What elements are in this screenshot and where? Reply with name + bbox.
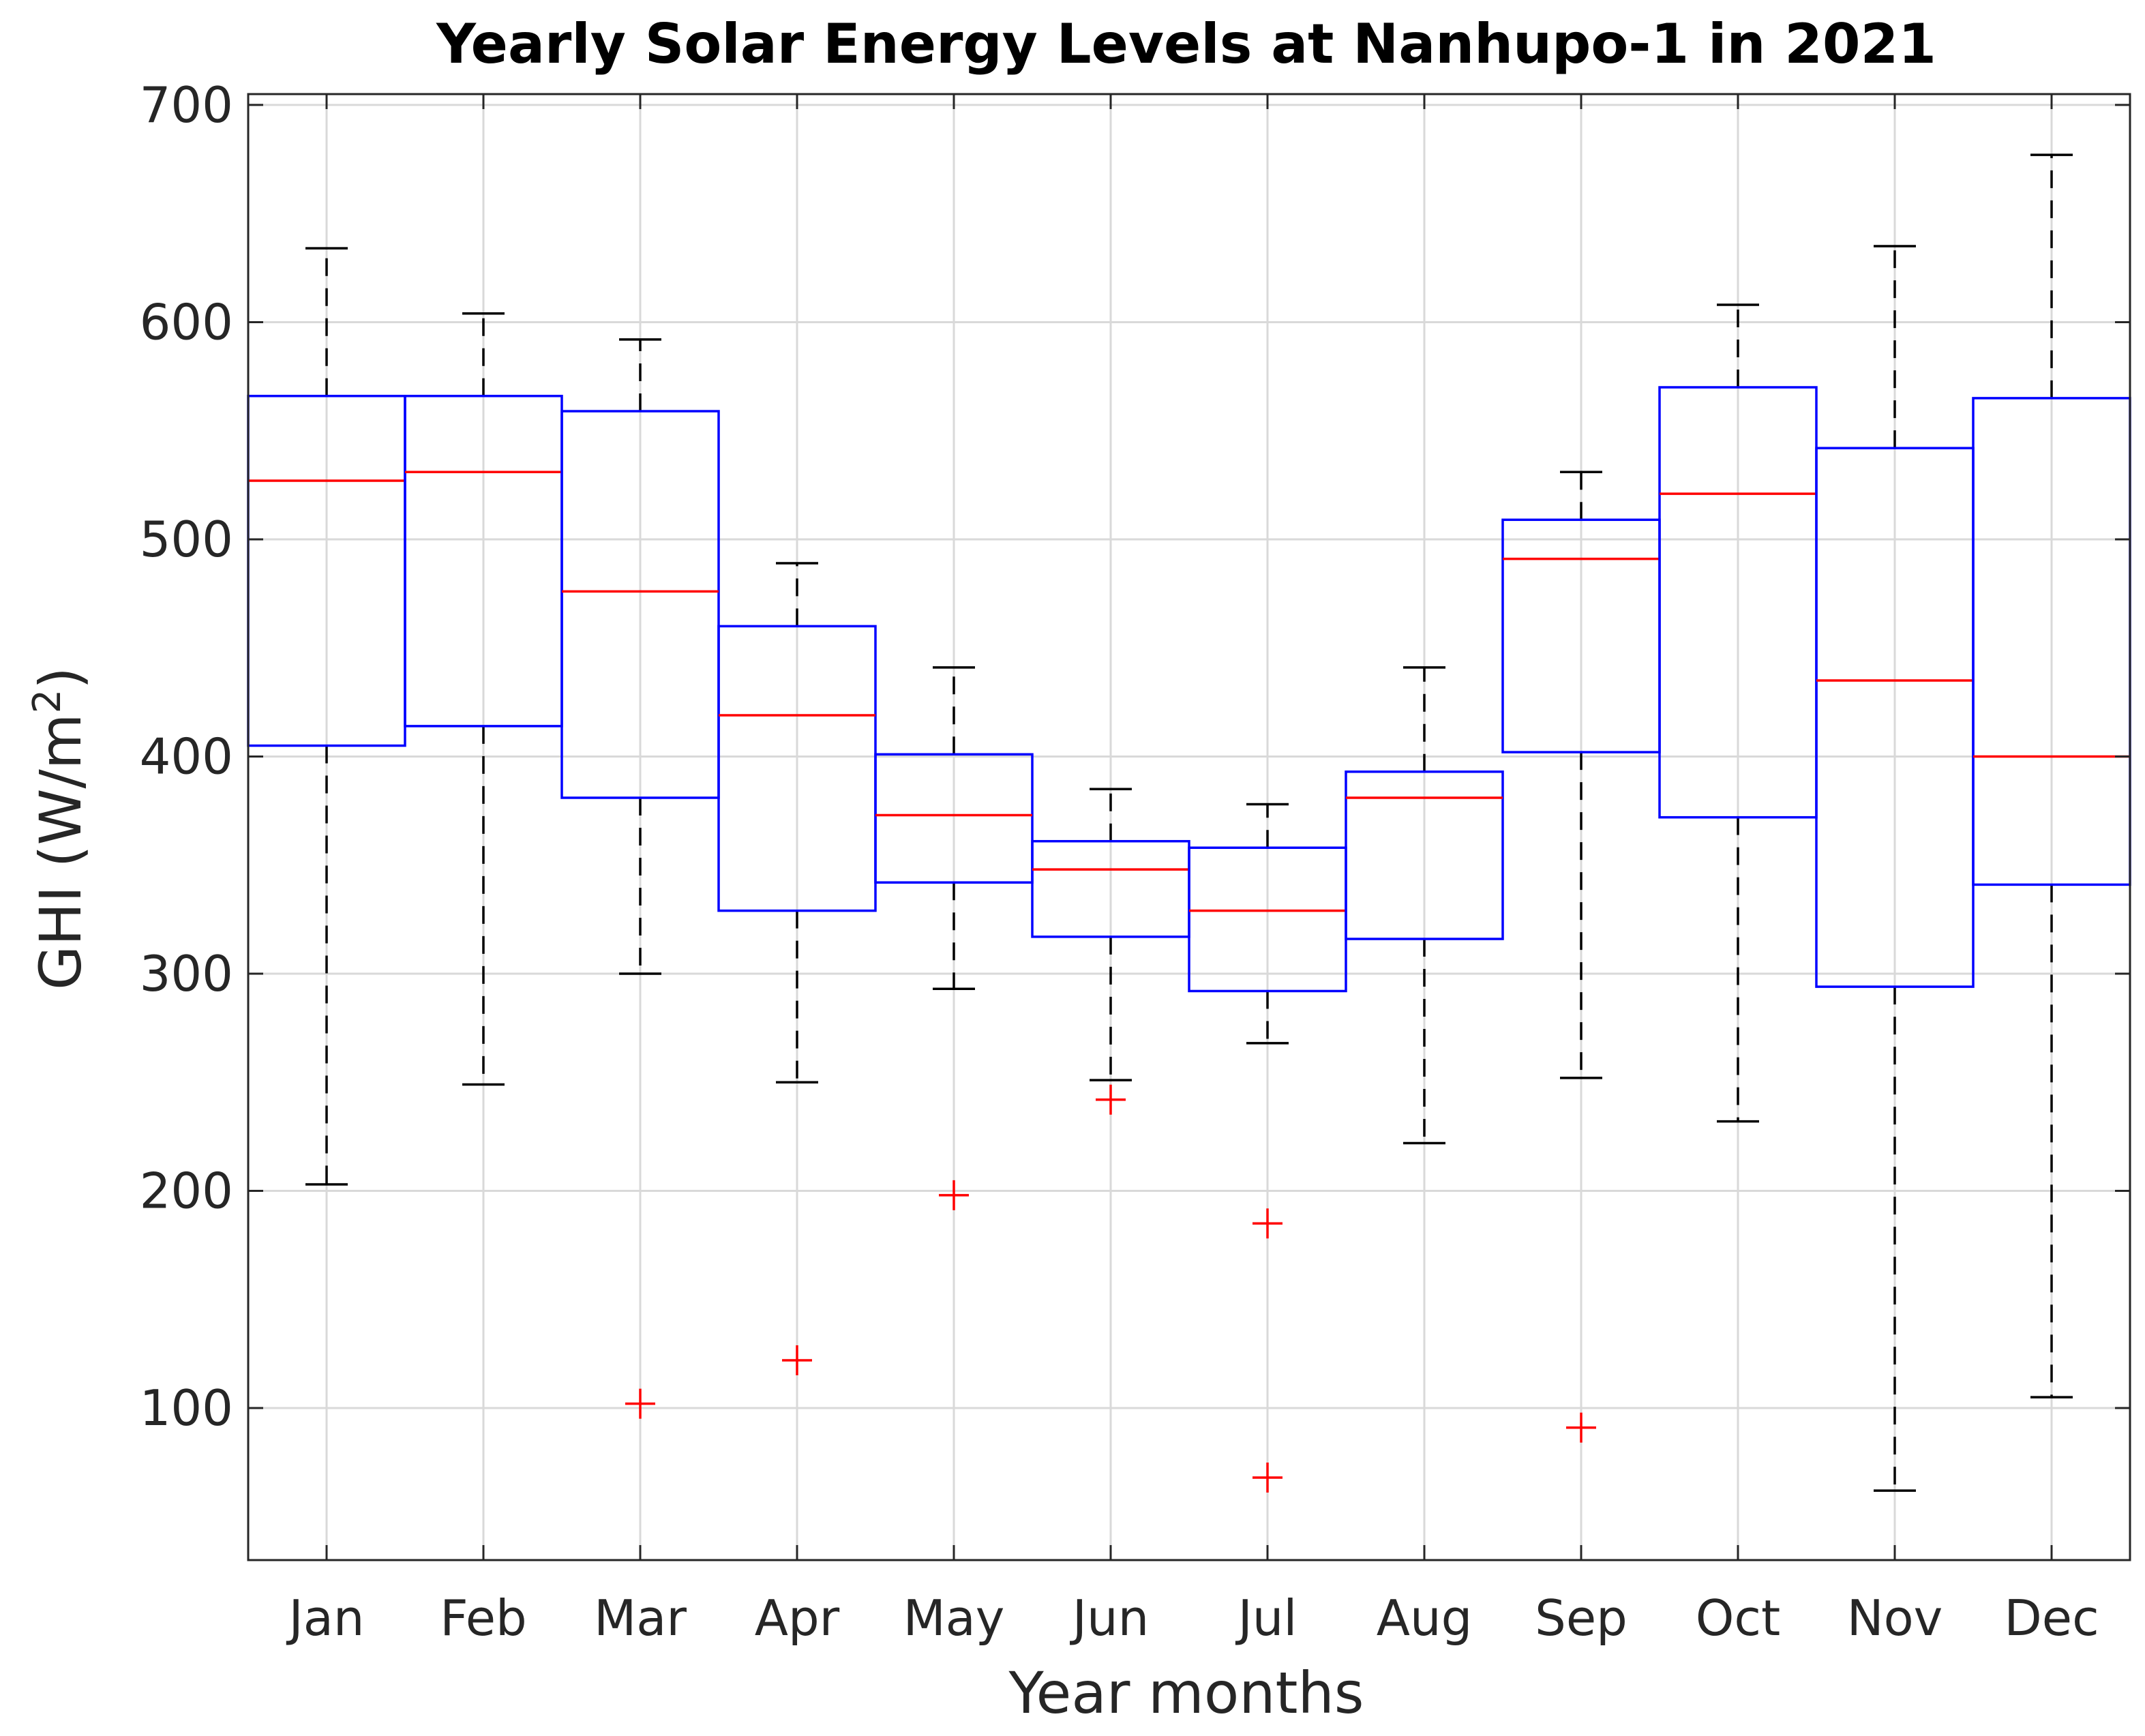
box-mar bbox=[560, 338, 720, 1419]
x-tick-label: Jul bbox=[1235, 1589, 1298, 1647]
box-rect bbox=[874, 753, 1034, 884]
x-tick-label: Mar bbox=[594, 1589, 687, 1647]
x-tick-label: Apr bbox=[755, 1589, 840, 1647]
y-axis-label: GHI (W/m2) bbox=[25, 667, 94, 990]
ticks: 100 200 300 400 500 600 700 Jan Feb Mar Apr May Jun J… bbox=[140, 76, 2130, 1647]
x-tick-label: Jun bbox=[1070, 1589, 1150, 1647]
x-tick-label: Jan bbox=[286, 1589, 365, 1647]
y-axis-label-suffix: ) bbox=[27, 667, 94, 689]
x-tick-label: Aug bbox=[1377, 1589, 1473, 1647]
box-jun bbox=[1031, 788, 1190, 1115]
box-may bbox=[874, 666, 1034, 1210]
y-tick-label: 700 bbox=[140, 76, 233, 134]
chart-title: Yearly Solar Energy Levels at Nanhupo-1 … bbox=[436, 12, 1936, 76]
x-tick-label: Feb bbox=[440, 1589, 526, 1647]
x-tick-label: Sep bbox=[1535, 1589, 1627, 1647]
box-jul bbox=[1188, 803, 1347, 1493]
box-rect bbox=[560, 410, 720, 799]
y-axis-label-superscript: 2 bbox=[25, 689, 70, 714]
x-tick-label: Oct bbox=[1696, 1589, 1781, 1647]
box-aug bbox=[1345, 666, 1504, 1145]
y-tick-label: 600 bbox=[140, 293, 233, 350]
x-tick-label: May bbox=[903, 1589, 1005, 1647]
x-tick-label: Dec bbox=[2004, 1589, 2099, 1647]
y-tick-label: 300 bbox=[140, 945, 233, 1002]
x-axis-label: Year months bbox=[1008, 1660, 1364, 1726]
y-axis-label-main: GHI (W/m bbox=[27, 713, 94, 990]
y-tick-label: 500 bbox=[140, 511, 233, 568]
y-tick-label: 100 bbox=[140, 1379, 233, 1437]
y-tick-label: 200 bbox=[140, 1163, 233, 1220]
y-tick-label: 400 bbox=[140, 728, 233, 785]
box-rect bbox=[1345, 770, 1504, 940]
plot-frame bbox=[247, 93, 2131, 1561]
x-tick-label: Nov bbox=[1847, 1589, 1943, 1647]
